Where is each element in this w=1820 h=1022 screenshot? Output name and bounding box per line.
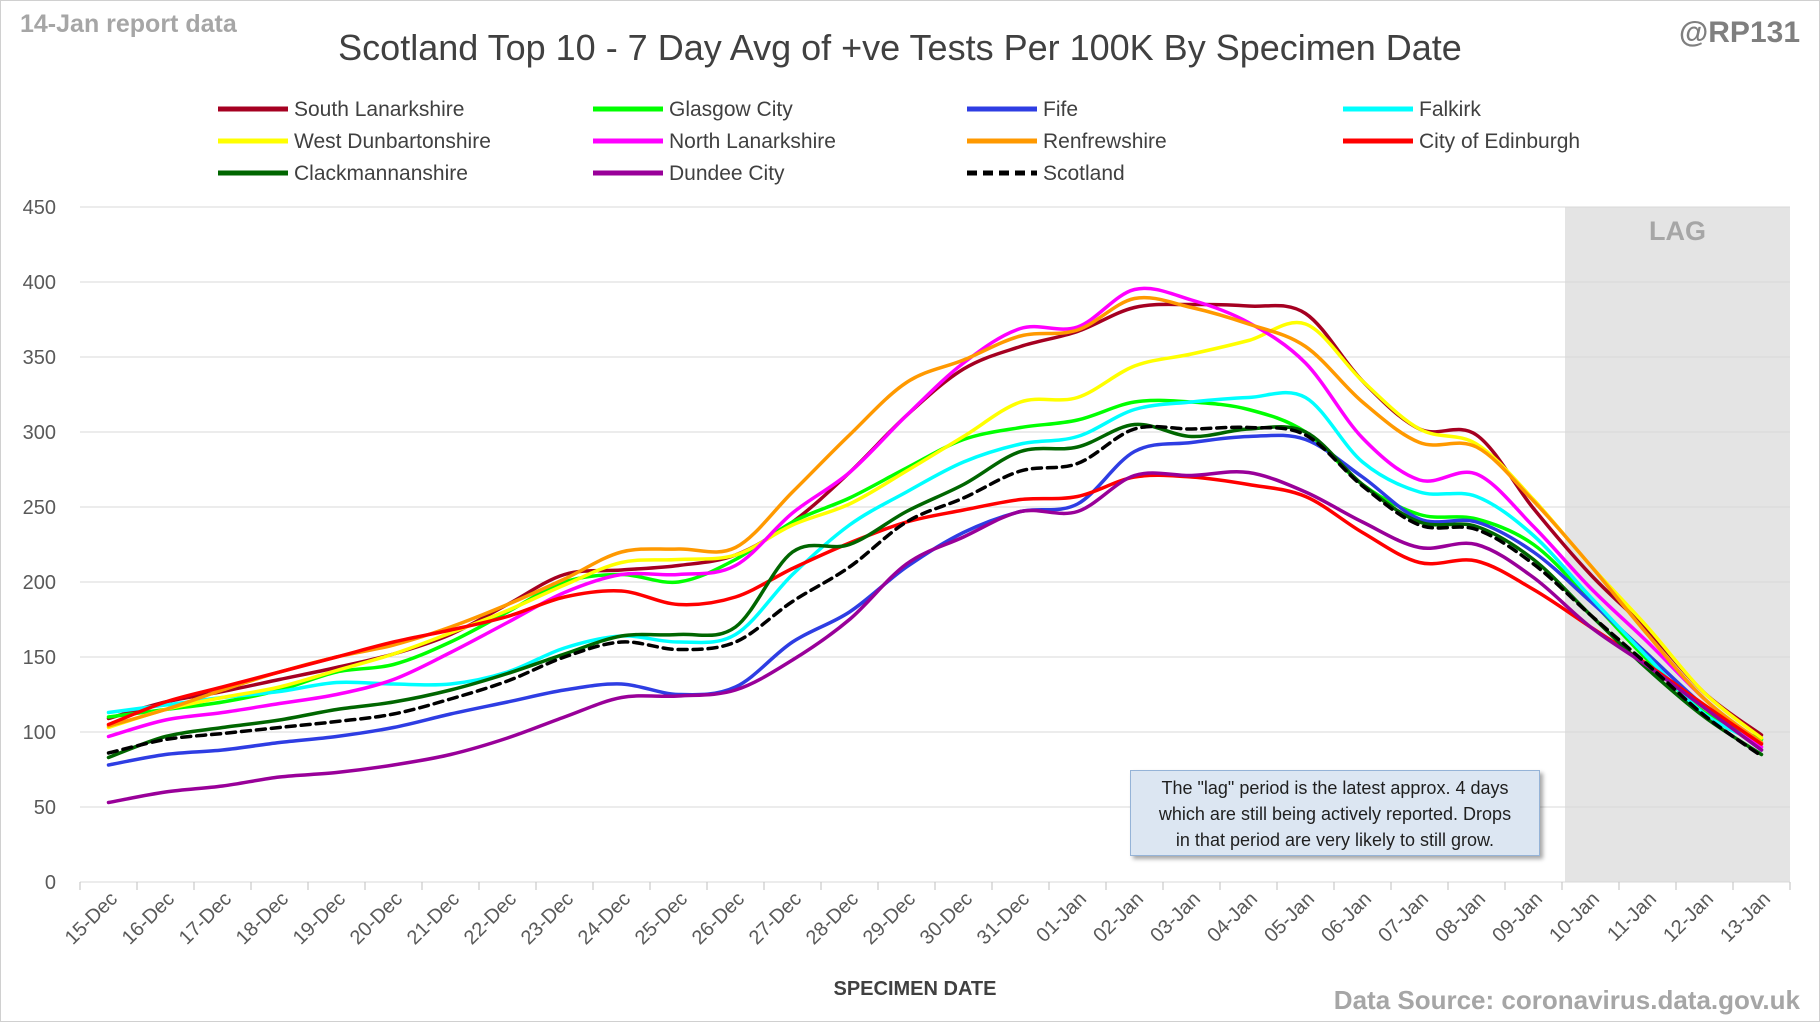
y-tick-label: 100 [23,722,56,744]
lag-region [1565,207,1790,882]
series-line-renfrewshire [106,295,1764,745]
chart-title: Scotland Top 10 - 7 Day Avg of +ve Tests… [338,27,1462,68]
series-line-scotland [106,424,1764,758]
x-tick-label: 15-Dec [61,888,122,949]
x-tick-label: 09-Jan [1488,888,1547,947]
x-tick-label: 28-Dec [802,888,863,949]
x-tick-label: 21-Dec [403,888,464,949]
legend-label-city-of-edinburgh: City of Edinburgh [1419,130,1580,153]
x-tick-label: 05-Jan [1260,888,1319,947]
lag-note-line-2: which are still being actively reported.… [1158,804,1512,824]
x-tick-label: 10-Jan [1545,888,1604,947]
legend-label-renfrewshire: Renfrewshire [1043,130,1167,153]
x-tick-label: 06-Jan [1317,888,1376,947]
x-tick-label: 25-Dec [631,888,692,949]
y-tick-label: 450 [23,197,56,219]
y-tick-label: 200 [23,572,56,594]
lag-note: The "lag" period is the latest approx. 4… [1130,770,1540,856]
legend-label-glasgow-city: Glasgow City [669,98,793,121]
x-tick-label: 08-Jan [1431,888,1490,947]
y-tick-label: 0 [45,872,56,894]
x-tick-label: 19-Dec [289,888,350,949]
y-tick-label: 300 [23,422,56,444]
legend-label-west-dunbartonshire: West Dunbartonshire [294,130,491,153]
legend-label-falkirk: Falkirk [1419,98,1481,121]
legend-label-fife: Fife [1043,98,1078,121]
series-line-clackmannanshire [106,422,1764,760]
author-handle: @RP131 [1679,16,1800,49]
y-tick-label: 400 [23,272,56,294]
series-line-north-lanarkshire [106,286,1764,749]
legend: South Lanarkshire Glasgow City Fife Falkirk… [218,98,1580,185]
lag-note-line-3: in that period are very likely to still … [1175,830,1495,850]
x-tick-label: 31-Dec [973,888,1034,949]
x-tick-label: 24-Dec [574,888,635,949]
x-axis-title: SPECIMEN DATE [834,978,997,1000]
x-tick-label: 23-Dec [517,888,578,949]
series-line-city-of-edinburgh [106,473,1764,746]
legend-label-south-lanarkshire: South Lanarkshire [294,98,464,121]
lag-label: LAG [1649,216,1706,246]
x-tick-label: 22-Dec [460,888,521,949]
x-tick-label: 30-Dec [916,888,977,949]
x-tick-label: 03-Jan [1146,888,1205,947]
legend-label-north-lanarkshire: North Lanarkshire [669,130,836,153]
y-tick-label: 350 [23,347,56,369]
y-tick-label: 250 [23,497,56,519]
x-tick-label: 26-Dec [688,888,749,949]
series-line-fife [106,433,1764,767]
x-tick-label: 17-Dec [175,888,236,949]
series-line-west-dunbartonshire [106,320,1764,740]
legend-label-dundee-city: Dundee City [669,162,785,185]
x-tick-label: 16-Dec [118,888,179,949]
data-source: Data Source: coronavirus.data.gov.uk [1333,985,1800,1015]
x-tick-label: 12-Jan [1659,888,1718,947]
x-tick-label: 11-Jan [1603,888,1661,946]
x-tick-label: 29-Dec [859,888,920,949]
legend-label-clackmannanshire: Clackmannanshire [294,162,468,185]
lag-note-line-1: The "lag" period is the latest approx. 4… [1161,778,1509,798]
x-tick-label: 07-Jan [1374,888,1433,947]
x-tick-label: 04-Jan [1203,888,1262,947]
series-line-dundee-city [106,470,1764,805]
legend-label-scotland: Scotland [1043,162,1125,185]
x-tick-label: 01-Jan [1032,888,1091,947]
x-tick-label: 20-Dec [346,888,407,949]
report-note: 14-Jan report data [20,10,237,38]
y-tick-label: 150 [23,647,56,669]
series-line-falkirk [106,390,1764,746]
x-tick-label: 13-Jan [1716,888,1775,947]
x-tick-label: 02-Jan [1089,888,1148,947]
x-tick-label: 27-Dec [745,888,806,949]
y-tick-label: 50 [34,797,56,819]
x-tick-label: 18-Dec [232,888,293,949]
